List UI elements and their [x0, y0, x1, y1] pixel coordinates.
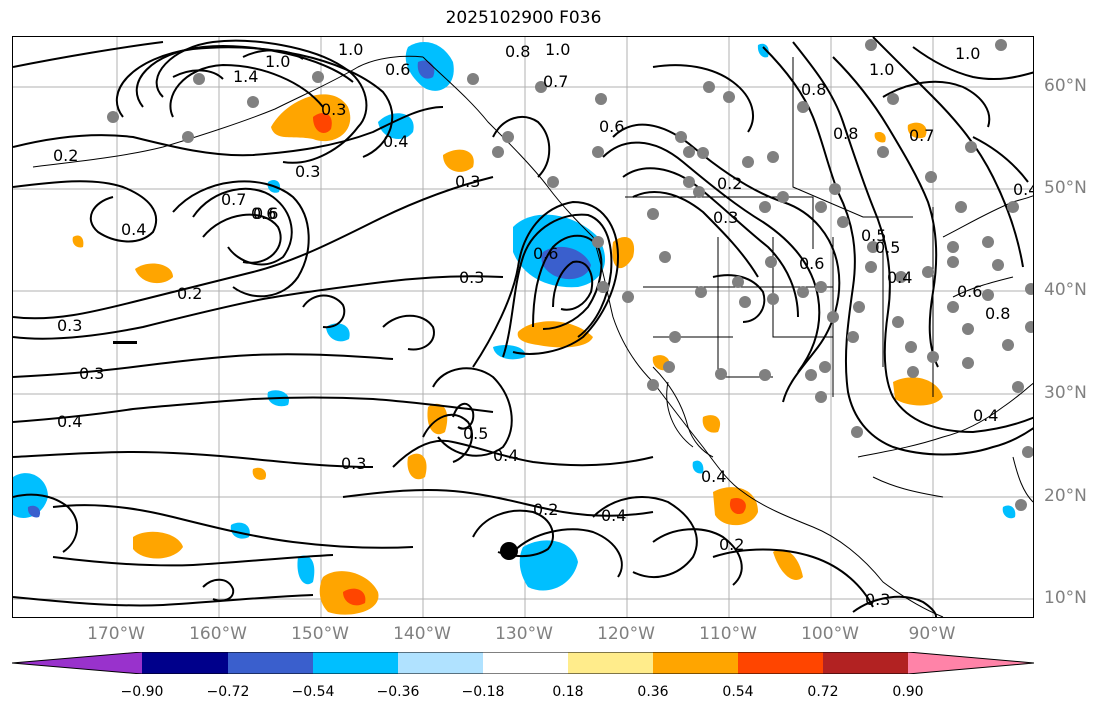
contour-label: 0.4: [973, 406, 998, 425]
contour-label: 1.0: [265, 52, 290, 71]
contour-label: 1.4: [233, 67, 258, 86]
contour-label: 0.8: [833, 124, 858, 143]
map-panel[interactable]: 1.0 1.0 1.4 1.0 0.8 0.7 0.6 0.4 0.3 0.2 …: [12, 36, 1034, 618]
lon-label: 110°W: [699, 624, 757, 644]
contour-label: 0.4: [383, 132, 408, 151]
lon-label: 150°W: [291, 624, 349, 644]
contour-label: 0.2: [177, 284, 202, 303]
contour-label: 0.6: [957, 282, 982, 301]
colorbar-swatch: [823, 652, 908, 674]
contour-label: 0.3: [459, 268, 484, 287]
contour-label: 0.8: [985, 304, 1010, 323]
lon-label: 100°W: [801, 624, 859, 644]
storm-marker[interactable]: [500, 542, 518, 560]
contour-label: 0.5: [463, 424, 488, 443]
lat-label: 20°N: [1044, 486, 1087, 506]
contour-label: 0.3: [713, 208, 738, 227]
colorbar-tick-label: 0.36: [637, 684, 669, 700]
contour-label: 0.6: [599, 117, 624, 136]
contour-label: 0.7: [543, 72, 568, 91]
contour-label: 0.3: [455, 172, 480, 191]
contour-lines: [13, 37, 1033, 617]
colorbar-swatch: [738, 652, 823, 674]
colorbar-tick-label: 0.72: [807, 684, 839, 700]
colorbar-tick-label: 0.90: [892, 684, 924, 700]
station-dots: [107, 39, 1033, 511]
contour-label: 0.2: [719, 535, 744, 554]
contour-label: 0.2: [533, 500, 558, 519]
colorbar-swatch: [568, 652, 653, 674]
lat-label: 60°N: [1044, 76, 1087, 96]
contour-label: 0.4: [121, 220, 146, 239]
contour-label: 0.3: [295, 162, 320, 181]
contour-label-group: 1.0 1.0 1.4 1.0 0.8 0.7 0.6 0.4 0.3 0.2 …: [53, 40, 1034, 609]
contour-label: 0.3: [79, 364, 104, 383]
contour-label: 1.0: [869, 60, 894, 79]
contour-label: 0.4: [887, 268, 912, 287]
colorbar-swatch: [313, 652, 398, 674]
contour-label: 0.7: [909, 126, 934, 145]
colorbar-swatch: [12, 652, 142, 674]
contour-label: 0.6: [533, 244, 558, 263]
contour-label: 1.0: [545, 40, 570, 59]
contour-label: 1.0: [338, 40, 363, 59]
contour-label: 0.3: [321, 100, 346, 119]
lon-label: 140°W: [393, 624, 451, 644]
contour-label: 0.6: [385, 60, 410, 79]
colorbar: [12, 652, 1034, 674]
shaded-fields: [13, 42, 1016, 615]
contour-label: 0.4: [601, 506, 626, 525]
lat-label: 30°N: [1044, 383, 1087, 403]
contour-label: 0.6: [253, 204, 278, 223]
map-canvas: 1.0 1.0 1.4 1.0 0.8 0.7 0.6 0.4 0.3 0.2 …: [13, 37, 1034, 617]
lon-label: 130°W: [495, 624, 553, 644]
contour-label: 0.6: [799, 254, 824, 273]
map-title: 2025102900 F036: [445, 8, 602, 28]
contour-label: 0.6: [251, 204, 276, 223]
lon-label: 90°W: [908, 624, 956, 644]
lat-label: 10°N: [1044, 588, 1087, 608]
colorbar-tick-label: 0.18: [552, 684, 584, 700]
lon-label: 170°W: [87, 624, 145, 644]
lat-label: 40°N: [1044, 280, 1087, 300]
colorbar-swatch: [483, 652, 568, 674]
lon-label: 160°W: [189, 624, 247, 644]
colorbar-tick-label: 0.54: [722, 684, 754, 700]
contour-label: 1.0: [955, 44, 980, 63]
contour-label: 0.2: [717, 174, 742, 193]
contour-label: 0.4: [57, 412, 82, 431]
graticule: [13, 37, 1033, 617]
colorbar-tick-label: −0.72: [206, 684, 250, 700]
contour-label: 0.8: [801, 80, 826, 99]
colorbar-swatch: [398, 652, 483, 674]
colorbar-tick-label: −0.18: [461, 684, 505, 700]
contour-label: 0.5: [861, 226, 886, 245]
colorbar-tick-label: −0.36: [376, 684, 420, 700]
lon-label: 120°W: [597, 624, 655, 644]
lat-label: 50°N: [1044, 178, 1087, 198]
contour-label: 0.3: [341, 454, 366, 473]
colorbar-tick-label: −0.90: [120, 684, 164, 700]
contour-label: 0.4: [1013, 180, 1034, 199]
colorbar-swatch: [653, 652, 738, 674]
contour-label: 0.3: [57, 316, 82, 335]
contour-label: 0.7: [221, 190, 246, 209]
contour-label: 0.3: [865, 590, 890, 609]
colorbar-swatch: [908, 652, 1034, 674]
contour-label: 0.8: [505, 42, 530, 61]
colorbar-swatch: [228, 652, 313, 674]
contour-label: 0.2: [53, 146, 78, 165]
contour-label: 0.4: [701, 467, 726, 486]
contour-blob: [113, 341, 137, 344]
colorbar-tick-label: −0.54: [291, 684, 335, 700]
colorbar-swatch: [142, 652, 228, 674]
contour-label: 0.4: [493, 446, 518, 465]
contour-label: 0.5: [875, 238, 900, 257]
